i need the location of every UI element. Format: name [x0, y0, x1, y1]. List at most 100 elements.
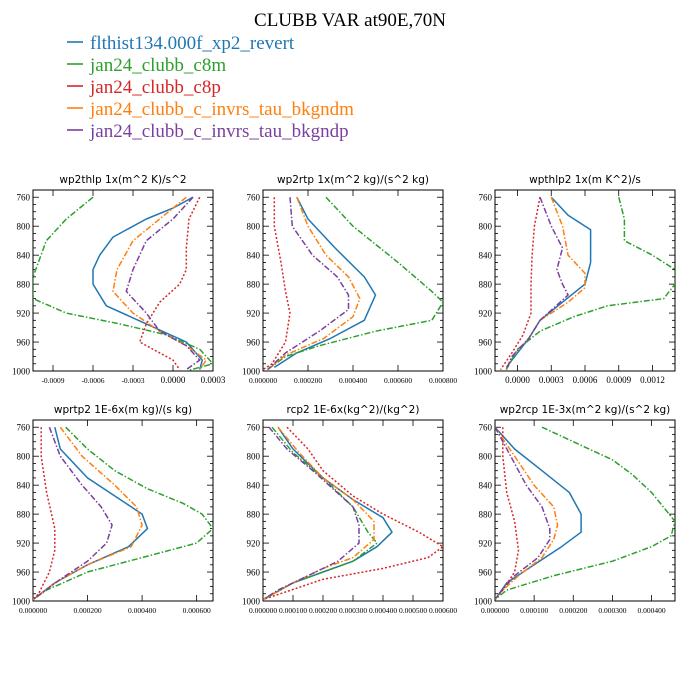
y-tick-label: 800 — [479, 452, 493, 462]
x-tick-label: 0.000600 — [429, 606, 457, 615]
x-tick-label: 0.0000 — [161, 375, 186, 385]
series-line-2 — [33, 427, 56, 601]
y-tick-label: 920 — [247, 539, 261, 549]
series-line-3 — [112, 196, 208, 371]
panel-title: wp2rcp 1E-3x(m^2 kg)/(s^2 kg) — [500, 404, 671, 416]
y-tick-label: 800 — [17, 222, 31, 232]
legend-entry-1: jan24_clubb_c8m — [89, 55, 226, 76]
series-line-3 — [495, 426, 559, 595]
series-line-4 — [33, 426, 113, 601]
y-tick-label: 920 — [479, 539, 493, 549]
series-line-4 — [263, 426, 360, 601]
y-tick-label: 800 — [247, 452, 261, 462]
x-tick-label: 0.000000 — [249, 606, 277, 615]
x-tick-label: 0.0006 — [573, 375, 598, 385]
series-line-1 — [33, 426, 213, 601]
series-line-0 — [505, 196, 592, 368]
y-tick-label: 920 — [17, 309, 31, 319]
y-tick-label: 960 — [247, 568, 261, 578]
x-tick-label: 0.000400 — [128, 606, 156, 615]
x-tick-label: 0.000300 — [598, 606, 626, 615]
x-tick-label: 0.000100 — [520, 606, 548, 615]
series-line-1 — [267, 196, 443, 371]
x-tick-label: 0.000000 — [249, 376, 277, 385]
x-tick-label: 0.000400 — [339, 376, 367, 385]
figure-title: CLUBB VAR at90E,70N — [254, 10, 446, 31]
x-tick-label: 0.0003 — [201, 375, 226, 385]
x-tick-label: 0.000200 — [294, 376, 322, 385]
series-line-4 — [125, 196, 201, 371]
y-tick-label: 880 — [17, 510, 31, 520]
y-tick-label: 760 — [17, 423, 31, 433]
series-line-2 — [499, 197, 541, 371]
x-tick-label: 0.000200 — [309, 606, 337, 615]
panel-3: wprtp2 1E-6x(m kg)/(s kg) 760 800 840 880 920… — [12, 404, 214, 615]
legend: flthist134.000f_xp2_revertjan24_clubb_c8… — [67, 33, 354, 142]
panel-0: wp2thlp 1x(m^2 K)/s^2 760 800 840 880 920 960 1… — [12, 174, 226, 385]
y-tick-label: 760 — [479, 193, 493, 203]
y-tick-label: 840 — [479, 481, 493, 491]
chart-panels: wp2thlp 1x(m^2 K)/s^2 760 800 840 880 920 960 1… — [12, 174, 676, 615]
y-tick-label: 1000 — [12, 367, 31, 377]
y-tick-label: 840 — [17, 251, 31, 261]
y-tick-label: 880 — [247, 510, 261, 520]
x-tick-label: 0.0000 — [505, 375, 530, 385]
x-tick-label: 0.000800 — [429, 376, 457, 385]
x-tick-label: 0.000300 — [339, 606, 367, 615]
y-tick-label: 1000 — [242, 367, 261, 377]
x-tick-label: -0.0003 — [121, 376, 144, 385]
series-line-4 — [266, 197, 350, 371]
plot-frame — [494, 419, 676, 602]
y-tick-label: 760 — [247, 193, 261, 203]
series-group — [33, 426, 213, 601]
series-line-3 — [267, 196, 361, 371]
y-tick-label: 1000 — [12, 597, 31, 607]
y-tick-label: 880 — [17, 280, 31, 290]
y-tick-label: 800 — [479, 222, 493, 232]
x-tick-label: -0.0009 — [41, 376, 64, 385]
x-tick-label: 0.000600 — [384, 376, 412, 385]
x-tick-label: 0.0009 — [606, 375, 631, 385]
y-tick-label: 920 — [247, 309, 261, 319]
x-tick-label: 0.0012 — [640, 375, 665, 385]
y-tick-label: 1000 — [474, 597, 493, 607]
x-tick-label: -0.0006 — [81, 376, 104, 385]
series-line-2 — [138, 196, 201, 371]
y-tick-label: 800 — [247, 222, 261, 232]
x-tick-label: 0.000100 — [279, 606, 307, 615]
y-tick-label: 960 — [479, 568, 493, 578]
y-tick-label: 1000 — [242, 597, 261, 607]
y-tick-label: 840 — [17, 481, 31, 491]
series-group — [263, 196, 443, 371]
x-tick-label: 0.000200 — [559, 606, 587, 615]
series-line-3 — [33, 426, 143, 601]
series-group — [499, 196, 675, 371]
legend-entry-2: jan24_clubb_c8p — [89, 77, 221, 98]
panel-4: rcp2 1E-6x(kg^2)/(kg^2) 760 800 840 880 920 96… — [242, 404, 457, 615]
x-tick-label: 0.000000 — [481, 606, 509, 615]
panel-title: wp2thlp 1x(m^2 K)/s^2 — [59, 174, 186, 186]
y-tick-label: 920 — [17, 539, 31, 549]
x-tick-label: 0.000200 — [73, 606, 101, 615]
x-tick-label: 0.000400 — [369, 606, 397, 615]
y-tick-label: 760 — [247, 423, 261, 433]
series-group — [263, 426, 443, 601]
y-tick-label: 920 — [479, 309, 493, 319]
panel-title: wpthlp2 1x(m K^2)/s — [529, 174, 641, 186]
legend-entry-4: jan24_clubb_c_invrs_tau_bkgndp — [89, 121, 349, 142]
x-tick-label: 0.000400 — [637, 606, 665, 615]
series-line-4 — [505, 196, 569, 370]
y-tick-label: 840 — [479, 251, 493, 261]
series-line-1 — [33, 196, 213, 371]
panel-title: rcp2 1E-6x(kg^2)/(kg^2) — [287, 404, 420, 416]
series-line-1 — [505, 197, 675, 370]
plot-frame — [32, 419, 214, 602]
y-tick-label: 760 — [479, 423, 493, 433]
y-tick-label: 960 — [17, 568, 31, 578]
x-tick-label: 0.000000 — [19, 606, 47, 615]
legend-entry-3: jan24_clubb_c_invrs_tau_bkgndm — [89, 99, 354, 120]
y-tick-label: 960 — [247, 338, 261, 348]
y-tick-label: 880 — [247, 280, 261, 290]
